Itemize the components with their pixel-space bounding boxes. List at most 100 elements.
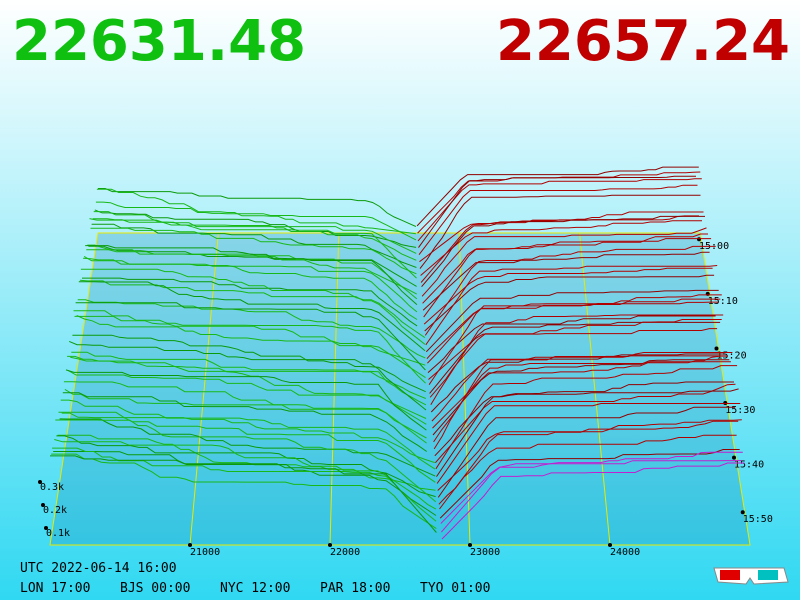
bid-depth-line [73,310,426,384]
ask-depth-line [422,251,710,311]
bid-depth-line [90,227,417,275]
bid-depth-line [64,388,427,439]
ask-depth-line [423,267,713,325]
price-tick [468,543,472,547]
ask-depth-line [425,289,719,353]
ask-depth-line [420,211,704,283]
depth-tick [38,480,42,484]
ask-depth-line [418,175,696,248]
red-lens [720,570,740,580]
clocks: LON 17:00 BJS 00:00 NYC 12:00 PAR 18:00 TYO … [20,581,490,596]
bid-depth-line [74,315,426,379]
ask-depth-line [430,314,724,406]
bid-depth-line [79,279,426,345]
depth-tick-label: 0.1k [46,528,70,539]
price-tick-label: 21000 [190,547,220,558]
depth-tick [44,526,48,530]
bid-depth-line [91,223,417,268]
bid-depth-line [88,245,417,287]
ask-depth-line [434,381,734,457]
bid-depth-line [98,188,417,227]
price-tick-label: 23000 [470,547,500,558]
ask-depth-line [416,166,699,227]
floor-outline [49,232,751,546]
clock: TYO 01:00 [420,581,490,596]
time-tick [732,455,736,460]
time-tick-label: 15:10 [708,296,738,307]
bid-depth-line [67,355,427,425]
bid-depth-line [51,453,437,530]
ask-depth-line [435,365,738,470]
bid-depth-line [82,277,418,327]
ask-depth-line [417,178,702,242]
ask-depth-line [431,355,727,422]
bid-depth-line [89,218,417,279]
bid-depth-line [69,340,427,411]
ask-depth-line [436,403,741,484]
bid-depth-line [76,315,426,366]
time-tick-label: 15:20 [717,350,747,361]
ask-depth-line [437,406,736,498]
price-tick [188,543,192,547]
ask-depth-line [433,352,733,450]
ask-depth-line [440,460,742,524]
bid-depth-line [93,211,417,254]
ask-depth-line [435,383,736,464]
bid-depth-line [58,411,436,483]
ask-depth-line [432,359,730,436]
time-tick-label: 15:30 [725,405,755,416]
ask-depth-line [438,434,737,505]
bid-depth-line [65,369,427,431]
ask-depth-line [421,215,705,288]
bid-depth-line [59,418,436,477]
3d-glasses-icon [713,567,789,585]
time-tick [714,346,719,351]
bid-depth-line [94,209,417,248]
ask-depth-line [439,420,739,510]
ask-depth-line [425,265,718,346]
bid-depth-line [60,399,436,470]
clock: NYC 12:00 [220,581,290,596]
clock: BJS 00:00 [120,581,190,596]
ask-depth-line [421,227,707,297]
ask-depth-line [429,319,722,398]
bid-depth-line [77,299,426,359]
ask-depth-line [422,233,708,304]
bid-price: 22631.48 [12,9,306,74]
bid-depth-line [55,419,437,503]
depth-tick-label: 0.2k [43,505,67,516]
floor-grid: 21000 22000 23000 2400015:0015:1015:2015:30… [38,232,773,558]
price-grid-line [329,232,340,546]
bid-depth-line [57,434,436,491]
bid-depth-line [63,381,427,444]
bid-depth-line [85,245,418,305]
ask-depth-line [441,462,745,540]
ask-depth-line [441,451,743,533]
ask-depth-line [420,220,702,276]
clock: LON 17:00 [20,581,90,596]
price-grid-line [189,232,219,546]
bid-depth-line [80,268,426,339]
cyan-lens [758,570,778,580]
time-tick-label: 15:40 [734,460,764,471]
bid-depth-line [54,439,437,510]
bid-depth-line [96,188,416,235]
ask-depth-line [428,301,719,385]
ask-depth-line [427,294,722,364]
ask-depth-line [433,361,731,443]
bid-depth-line [72,334,426,393]
ask-depth-line [437,419,742,491]
ask-depth-line [424,274,715,332]
bid-depth-line [86,249,418,300]
ask-depth-line [439,449,740,519]
price-grid-line [579,232,611,546]
bid-depth-line [56,435,436,498]
ask-depth-line [419,194,701,269]
price-grid-line [458,232,471,546]
bid-depth-line [50,455,437,533]
depth-lines [50,166,745,540]
price-tick-label: 24000 [610,547,640,558]
